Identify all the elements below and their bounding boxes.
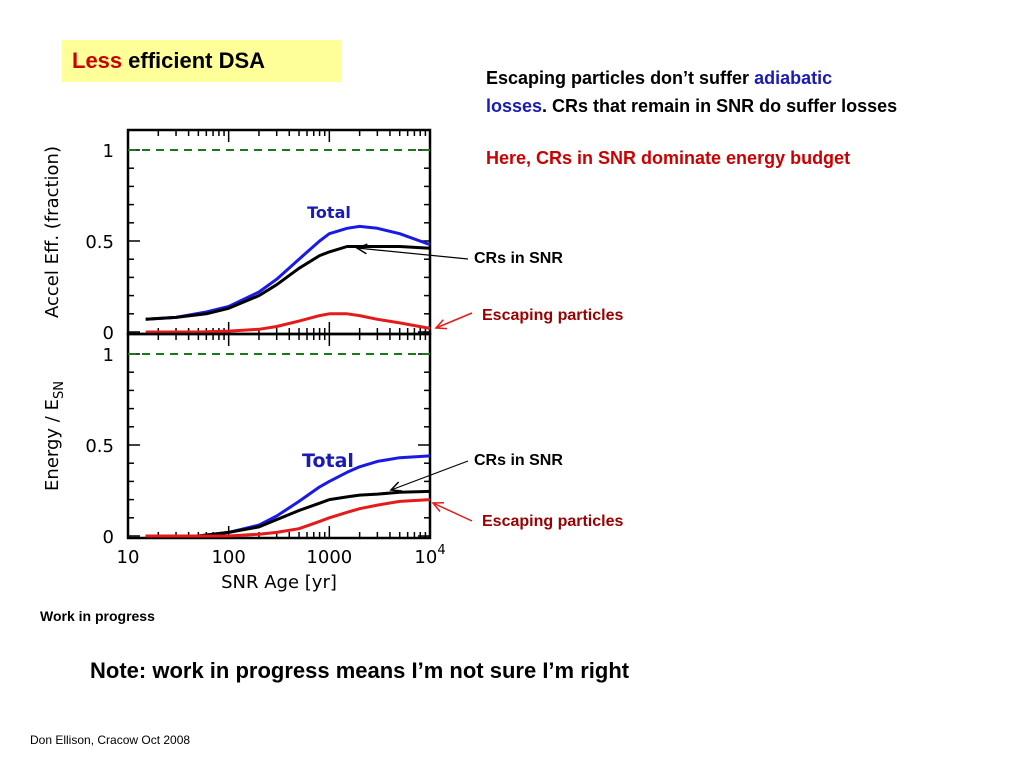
panel-frame xyxy=(126,128,432,336)
arrow-crs-bottom-head xyxy=(389,481,403,492)
panel-1: 0 0.5 1 Total Accel Eff. (fraction) xyxy=(42,128,432,344)
x-axis-label: SNR Age [yr] xyxy=(221,572,337,593)
note-text: Note: work in progress means I’m not sur… xyxy=(90,658,630,683)
label-esc-top: Escaping particles xyxy=(482,307,624,324)
title-rest: efficient DSA xyxy=(128,48,266,73)
series-total xyxy=(145,454,431,538)
y-tick-label: 1 xyxy=(103,141,114,162)
x-tick-label: 100 xyxy=(211,547,245,568)
slide-title: Less efficient DSA xyxy=(62,40,341,82)
x-tick-label: 10 xyxy=(117,547,140,568)
y-tick-label: 0.5 xyxy=(85,436,114,457)
series-escaping xyxy=(145,498,431,538)
arrow-esc-top-head xyxy=(434,319,448,330)
arrow-crs-top xyxy=(356,247,469,260)
y-tick-label: 0.5 xyxy=(85,232,114,253)
y-tick-label: 0 xyxy=(103,527,114,548)
headline-part1: Escaping particles don’t suffer xyxy=(486,68,755,88)
label-esc-bottom: Escaping particles xyxy=(482,513,624,530)
footer-credit: Don Ellison, Cracow Oct 2008 xyxy=(30,733,191,747)
arrow-esc-bottom-head xyxy=(431,502,445,512)
panel-frame xyxy=(126,332,432,540)
arrow-esc-bottom xyxy=(432,502,473,522)
label-crs-bottom: CRs in SNR xyxy=(474,452,563,469)
y-tick-label: 1 xyxy=(103,345,114,366)
series-crs xyxy=(145,245,431,321)
headline-text: Escaping particles don’t suffer adiabati… xyxy=(486,64,956,120)
panel-2: 0 0.5 1 Total Energy / ESN 10 100 1000 104 SNR Ag… xyxy=(42,332,446,593)
arrow-crs-bottom xyxy=(390,460,469,491)
arrow-crs-top-head xyxy=(355,243,368,255)
y-axis-label: Accel Eff. (fraction) xyxy=(42,146,63,318)
energy-budget-note: Here, CRs in SNR dominate energy budget xyxy=(486,148,851,168)
headline-adiabatic: adiabatic xyxy=(754,68,833,88)
series-total xyxy=(145,224,431,321)
y-tick-label: 0 xyxy=(103,323,114,344)
series-crs xyxy=(145,489,431,538)
annotation-total: Total xyxy=(302,450,354,472)
label-crs-top: CRs in SNR xyxy=(474,250,563,267)
series-escaping xyxy=(145,312,431,334)
annotation-total: Total xyxy=(307,203,351,222)
arrow-esc-top xyxy=(435,312,473,329)
work-in-progress: Work in progress xyxy=(40,608,155,624)
headline-part2: . CRs that remain in SNR do suffer losse… xyxy=(542,96,898,116)
x-tick-label: 104 xyxy=(414,543,445,568)
x-tick-label: 1000 xyxy=(306,547,352,568)
title-less: Less xyxy=(72,48,123,73)
headline-losses: losses xyxy=(486,96,543,116)
y-axis-label: Energy / ESN xyxy=(42,381,67,491)
